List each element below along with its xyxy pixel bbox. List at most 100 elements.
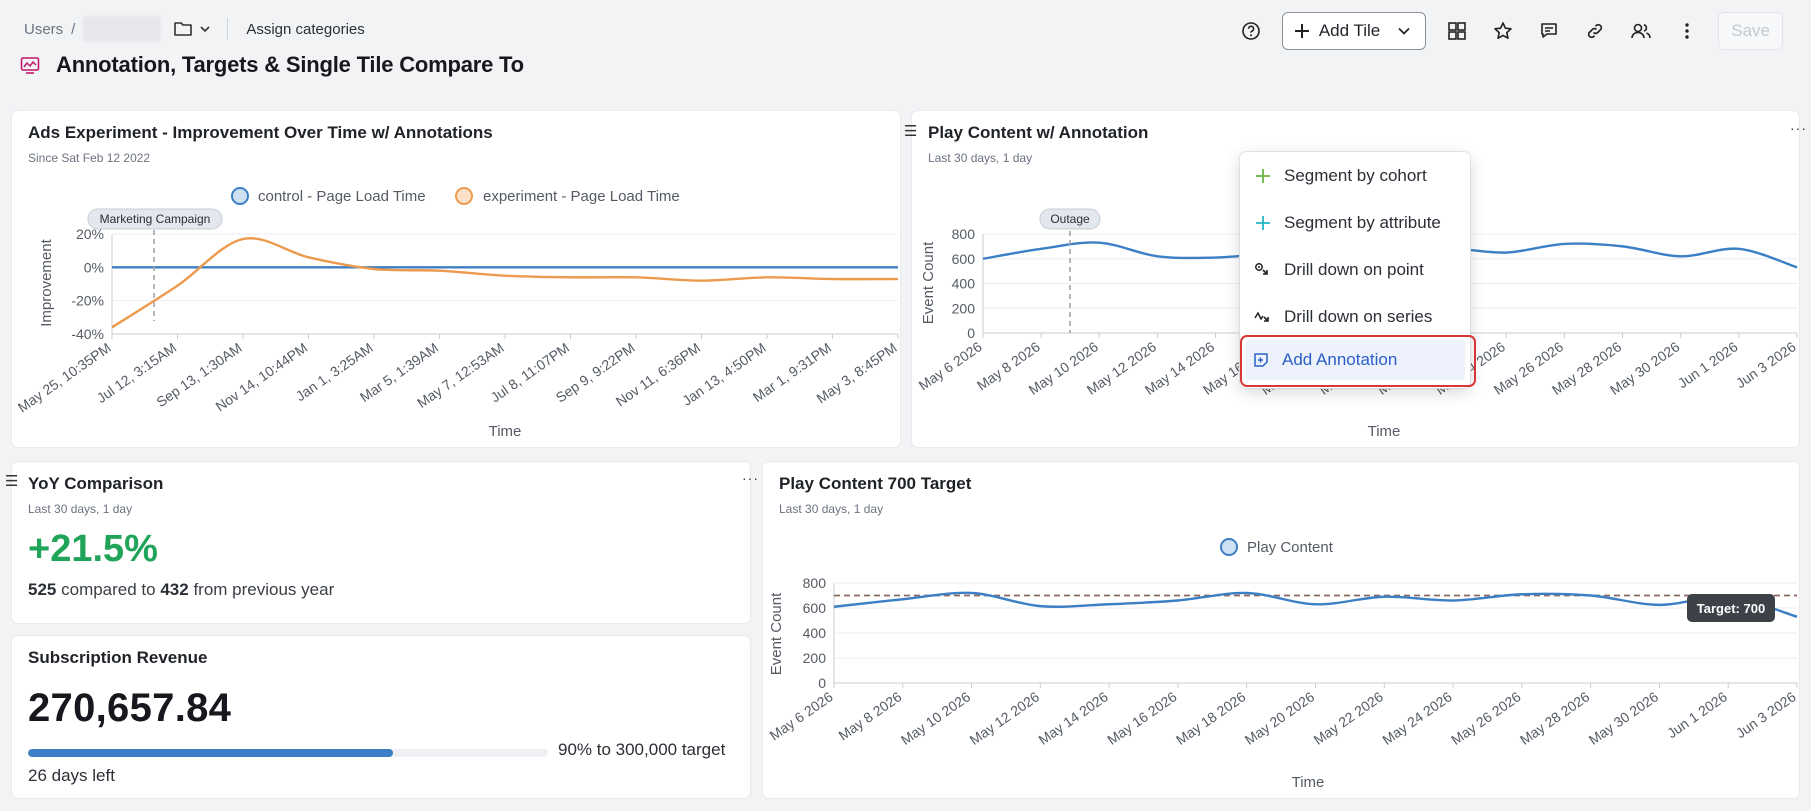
folder-dropdown[interactable]: [173, 20, 211, 38]
annotation-label: Marketing Campaign: [100, 212, 211, 226]
x-axis-title: Time: [1368, 423, 1401, 440]
folder-icon: [174, 22, 193, 36]
favorite-button[interactable]: [1480, 12, 1526, 50]
x-tick-label: May 14 2026: [1035, 688, 1111, 748]
yoy-current-value: 525: [28, 580, 57, 599]
menu-item-label: Segment by attribute: [1284, 213, 1441, 232]
y-tick-label: 400: [803, 625, 827, 641]
tile-subtitle: Last 30 days, 1 day: [779, 502, 884, 516]
menu-item-drill-series[interactable]: Drill down on series: [1254, 297, 1432, 337]
tile-ads-experiment: Ads Experiment - Improvement Over Time w…: [12, 111, 900, 447]
breadcrumb-users[interactable]: Users: [24, 20, 64, 38]
revenue-value: 270,657.84: [28, 686, 232, 730]
y-tick-label: -40%: [71, 326, 104, 342]
menu-item-drill-point[interactable]: Drill down on point: [1254, 250, 1424, 290]
legend-label-play-content[interactable]: Play Content: [1247, 539, 1334, 556]
menu-item-add-annotation[interactable]: Add Annotation: [1252, 340, 1397, 380]
highlight-outline: [1240, 335, 1476, 387]
tile-title: YoY Comparison: [28, 474, 164, 493]
add-tile-button[interactable]: Add Tile: [1281, 12, 1427, 50]
chevron-down-icon: [200, 26, 210, 33]
tile-title: Ads Experiment - Improvement Over Time w…: [28, 123, 493, 142]
x-tick-label: May 8 2026: [835, 688, 904, 743]
comment-icon: [1541, 23, 1558, 38]
revenue-target-text: 90% to 300,000 target: [558, 740, 726, 759]
drill-point-icon: [1255, 263, 1268, 275]
tile-menu-button[interactable]: ···: [742, 470, 759, 486]
link-icon: [1588, 23, 1603, 39]
tile-title: Play Content 700 Target: [779, 474, 972, 493]
dashboard-toolbar: Add Tile Save: [1228, 12, 1783, 50]
x-tick-label: May 6 2026: [916, 338, 985, 393]
legend-label-experiment[interactable]: experiment - Page Load Time: [483, 188, 680, 205]
menu-item-segment-cohort[interactable]: Segment by cohort: [1254, 156, 1427, 196]
legend-swatch-play-content[interactable]: [1220, 538, 1238, 556]
y-tick-label: 800: [952, 226, 976, 242]
more-vertical-icon: [1685, 23, 1689, 39]
x-axis-title: Time: [489, 423, 522, 440]
annotation-marker[interactable]: Marketing Campaign: [87, 208, 223, 321]
y-tick-label: 0: [818, 675, 826, 691]
legend-swatch-control[interactable]: [231, 187, 249, 205]
target-label: Target: 700: [1697, 601, 1765, 616]
tile-yoy-comparison: YoY Comparison Last 30 days, 1 day +21.5…: [12, 462, 750, 623]
tile-subtitle: Last 30 days, 1 day: [928, 151, 1033, 165]
help-button[interactable]: [1228, 12, 1274, 50]
add-annotation-icon: [1254, 353, 1268, 367]
grid-icon: [1448, 22, 1467, 40]
tile-play-content-target: Play Content 700 Target Last 30 days, 1 …: [763, 462, 1799, 798]
layout-button[interactable]: [1434, 12, 1480, 50]
y-tick-label: 400: [952, 276, 976, 292]
yoy-comparison-text: 525 compared to 432 from previous year: [28, 580, 334, 600]
breadcrumb: Users / Assign categories: [24, 16, 365, 42]
yoy-suffix-text: from previous year: [193, 580, 335, 599]
y-tick-label: 0: [967, 325, 975, 341]
plus-icon: [1294, 24, 1309, 38]
comment-button[interactable]: [1526, 12, 1572, 50]
annotation-label: Outage: [1050, 212, 1090, 226]
target-badge: Target: 700: [1687, 594, 1775, 622]
dashboard-icon: [20, 57, 40, 74]
y-tick-label: 200: [952, 300, 976, 316]
tile-subtitle: Last 30 days, 1 day: [28, 502, 133, 516]
help-icon: [1242, 22, 1260, 40]
breadcrumb-redacted-name: [83, 16, 162, 42]
revenue-progress-bar: [28, 749, 548, 757]
plus-icon: [1256, 216, 1270, 230]
chevron-down-icon: [1398, 27, 1410, 35]
more-options-button[interactable]: [1664, 12, 1710, 50]
yoy-compared-text: compared to: [61, 580, 156, 599]
x-tick-label: Jun 3 2026: [1733, 688, 1799, 741]
menu-item-label: Add Annotation: [1282, 350, 1398, 369]
y-axis-title: Event Count: [920, 241, 937, 324]
users-button[interactable]: [1618, 12, 1664, 50]
x-tick-label: May 28 2026: [1517, 688, 1593, 748]
x-tick-label: Jun 1 2026: [1675, 338, 1741, 391]
menu-item-segment-attribute[interactable]: Segment by attribute: [1254, 203, 1441, 243]
save-button[interactable]: Save: [1718, 12, 1783, 50]
x-tick-label: May 20 2026: [1242, 688, 1318, 748]
breadcrumb-separator: /: [71, 20, 76, 38]
revenue-progress-fill: [28, 749, 394, 757]
y-tick-label: 600: [803, 600, 827, 616]
x-axis-title: Time: [1292, 774, 1325, 791]
menu-item-highlight: [1246, 340, 1465, 380]
drag-handle-icon[interactable]: ☰: [5, 473, 19, 490]
legend-swatch-experiment[interactable]: [455, 187, 473, 205]
tile-subtitle: Since Sat Feb 12 2022: [28, 151, 151, 165]
x-tick-label: Jun 1 2026: [1664, 688, 1730, 741]
drag-handle-icon[interactable]: ☰: [904, 123, 918, 140]
menu-item-label: Drill down on point: [1284, 260, 1424, 279]
x-tick-label: May 18 2026: [1173, 688, 1249, 748]
x-tick-label: May 24 2026: [1379, 688, 1455, 748]
share-link-button[interactable]: [1572, 12, 1618, 50]
series-line-1[interactable]: [111, 237, 899, 329]
annotation-marker[interactable]: Outage: [1039, 208, 1101, 333]
legend-label-control[interactable]: control - Page Load Time: [258, 188, 426, 205]
x-tick-label: May 16 2026: [1104, 688, 1180, 748]
series-line-0[interactable]: [833, 591, 1798, 618]
y-axis-title: Event Count: [768, 592, 785, 675]
assign-categories-link[interactable]: Assign categories: [246, 20, 365, 38]
tile-menu-button[interactable]: ···: [1790, 120, 1807, 136]
chart-legend: control - Page Load Time experiment - Pa…: [231, 187, 680, 205]
